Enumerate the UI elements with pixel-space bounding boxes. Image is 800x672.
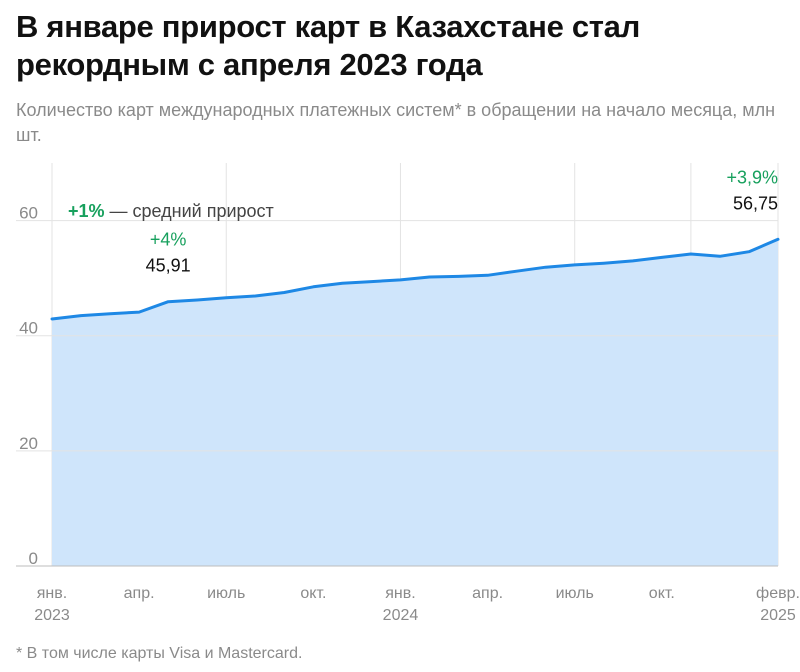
chart-title: В январе прирост карт в Казахстане стал … <box>16 9 640 82</box>
x-tick-year: 2023 <box>34 607 70 624</box>
area-fill <box>52 239 778 567</box>
annotation-change: +4% <box>150 230 187 250</box>
x-tick-label: июль <box>556 585 594 602</box>
y-tick-label: 20 <box>19 434 38 453</box>
average-growth-note: +1% — средний прирост <box>68 201 274 221</box>
x-tick-label: апр. <box>124 585 155 602</box>
x-tick-year: 2024 <box>383 607 419 624</box>
annotation-value: 45,91 <box>146 256 191 276</box>
x-tick-label: янв. <box>37 585 67 602</box>
x-tick-label: февр. <box>756 585 800 602</box>
x-tick-label: июль <box>207 585 245 602</box>
average-growth-value: +1% <box>68 201 105 221</box>
average-growth-label: — средний прирост <box>105 201 274 221</box>
series-line <box>50 237 780 321</box>
y-tick-label: 60 <box>19 204 38 223</box>
chart-subtitle: Количество карт международных платежных … <box>16 100 776 145</box>
y-tick-label: 0 <box>29 549 38 568</box>
x-tick-label: апр. <box>472 585 503 602</box>
annotation-value: 56,75 <box>733 193 778 213</box>
footnote: * В том числе карты Visa и Mastercard. <box>16 645 303 662</box>
x-tick-year: 2025 <box>760 607 796 624</box>
x-tick-label: окт. <box>649 585 675 602</box>
x-tick-label: окт. <box>300 585 326 602</box>
y-tick-label: 40 <box>19 319 38 338</box>
x-tick-label: янв. <box>385 585 415 602</box>
annotation-change: +3,9% <box>726 167 778 187</box>
